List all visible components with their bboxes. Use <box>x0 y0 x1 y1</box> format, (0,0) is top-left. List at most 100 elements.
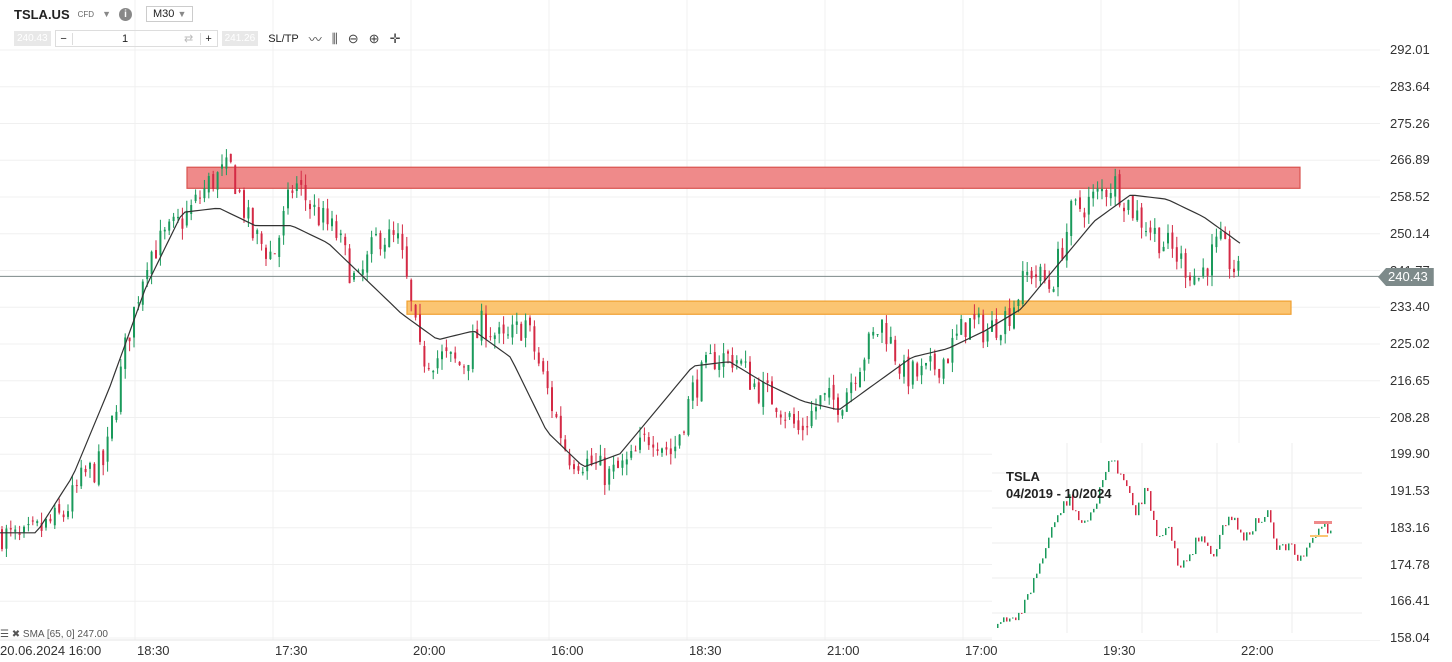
price-tick-label: 166.41 <box>1390 593 1430 609</box>
inset-candle <box>1111 460 1113 462</box>
candle-body <box>727 351 729 354</box>
candle-body <box>14 529 17 532</box>
symbol-bar: TSLA.US CFD ▼ i M30 ▼ <box>14 6 194 22</box>
candle-body <box>124 337 127 369</box>
candle-body <box>793 413 795 424</box>
candle-body <box>1202 267 1205 277</box>
candle-body <box>256 230 259 235</box>
candle-body <box>353 272 355 280</box>
candle-body <box>1211 244 1213 276</box>
candle-body <box>1083 212 1086 218</box>
inset-candle <box>1093 508 1095 513</box>
indicator-menu-icon[interactable]: ☰ <box>0 629 9 640</box>
candle-body <box>854 382 857 384</box>
candle-body <box>163 229 166 232</box>
inset-candle <box>1120 473 1122 475</box>
candle-body <box>1167 232 1169 244</box>
inset-candle <box>1303 555 1305 557</box>
chevron-down-icon: ▼ <box>177 9 187 19</box>
trade-bar: 240.43 − 1 ⇄ + 241.26 SL/TP 〰 ⫼ ⊖ ⊕ ✛ <box>14 29 400 48</box>
inset-candle <box>1327 521 1329 534</box>
time-tick-label: 18:30 <box>689 643 722 658</box>
candle-body <box>1057 248 1059 288</box>
candle-body <box>876 334 879 336</box>
candle-body <box>1215 236 1218 248</box>
candle-body <box>111 415 113 439</box>
line-chart-icon[interactable]: 〰 <box>308 32 322 47</box>
inset-candle <box>1195 537 1197 555</box>
candle-body <box>221 164 223 169</box>
candle-body <box>489 336 492 338</box>
inset-candle <box>1180 565 1182 568</box>
candle-body <box>458 361 461 366</box>
candle-body <box>595 462 597 464</box>
candle-body <box>137 302 140 304</box>
inset-candle <box>1291 543 1293 545</box>
candle-body <box>515 321 518 325</box>
zoom-in-icon[interactable]: ⊕ <box>368 30 380 46</box>
candle-body <box>313 204 316 208</box>
candle-body <box>269 251 272 260</box>
inset-candle <box>1246 532 1248 541</box>
sell-price-button[interactable]: 240.43 <box>14 31 51 46</box>
candle-body <box>480 310 483 341</box>
indicator-remove-icon[interactable]: ✖ <box>11 629 21 640</box>
inset-candle <box>1318 528 1320 535</box>
inset-candle <box>1162 535 1164 537</box>
candle-body <box>89 463 91 469</box>
inset-candle <box>1201 536 1203 542</box>
inset-candle <box>1243 532 1245 541</box>
inset-candle <box>1000 622 1002 624</box>
candle-body <box>357 270 360 272</box>
candle-body <box>322 207 325 223</box>
candle-body <box>537 352 540 364</box>
candle-body <box>691 382 694 401</box>
inset-candle <box>1174 540 1176 549</box>
candle-body <box>410 279 413 301</box>
candle-body <box>647 437 650 446</box>
candle-body <box>454 352 457 359</box>
candle-body <box>441 351 443 360</box>
price-tick-label: 174.78 <box>1390 556 1430 572</box>
candle-body <box>168 221 171 231</box>
candle-body <box>1101 188 1103 192</box>
decrease-button[interactable]: − <box>60 32 67 45</box>
candle-body <box>177 216 179 219</box>
symbol-name[interactable]: TSLA.US <box>14 6 70 22</box>
time-tick-label: 17:30 <box>275 643 308 658</box>
candle-body <box>273 253 276 255</box>
inset-candle <box>1261 521 1263 523</box>
support-zone <box>406 300 1292 315</box>
swap-icon[interactable]: ⇄ <box>183 33 194 45</box>
crosshair-icon[interactable]: ✛ <box>389 30 401 46</box>
quantity-input[interactable]: 1 <box>71 32 178 45</box>
candle-body <box>894 339 897 362</box>
candle-body <box>414 304 417 318</box>
inset-candle <box>1189 554 1191 562</box>
zoom-out-icon[interactable]: ⊖ <box>347 30 359 46</box>
candle-body <box>212 174 215 189</box>
info-icon[interactable]: i <box>119 7 132 21</box>
candle-body <box>801 425 804 431</box>
candle-body <box>705 354 707 363</box>
buy-price-button[interactable]: 241.26 <box>221 31 259 46</box>
sltp-button[interactable]: SL/TP <box>268 32 299 45</box>
candle-body <box>713 352 716 370</box>
candle-body <box>419 314 421 342</box>
price-tick-label: 275.26 <box>1390 115 1430 131</box>
candle-body <box>58 504 61 513</box>
inset-candle <box>1159 535 1161 537</box>
quantity-stepper[interactable]: − 1 ⇄ + <box>54 30 218 47</box>
candle-body <box>203 188 206 199</box>
increase-button[interactable]: + <box>199 32 217 45</box>
symbol-dropdown-icon[interactable]: ▼ <box>102 9 111 19</box>
timeframe-select[interactable]: M30 ▼ <box>146 6 194 22</box>
candle-body <box>1074 199 1077 201</box>
candle-body <box>784 419 787 421</box>
candle-body <box>207 176 210 193</box>
candle-body <box>810 410 813 427</box>
candlestick-icon[interactable]: ⫼ <box>331 30 338 46</box>
candle-body <box>907 356 910 387</box>
candle-body <box>823 393 826 395</box>
candle-body <box>920 365 923 376</box>
